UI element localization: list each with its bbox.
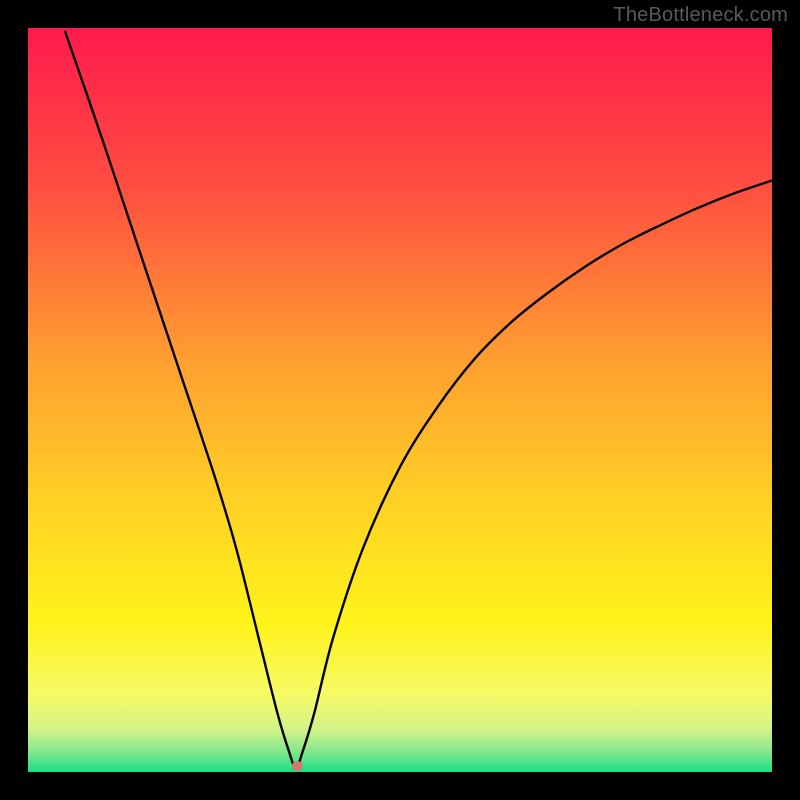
watermark-text: TheBottleneck.com	[613, 4, 788, 27]
chart-background	[28, 28, 772, 772]
optimal-point-marker	[292, 761, 303, 771]
bottleneck-chart	[0, 0, 800, 800]
